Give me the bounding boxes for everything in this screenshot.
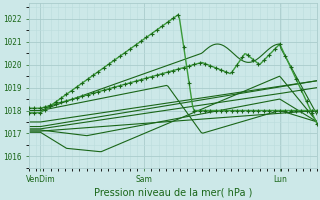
X-axis label: Pression niveau de la mer( hPa ): Pression niveau de la mer( hPa ) xyxy=(94,187,252,197)
